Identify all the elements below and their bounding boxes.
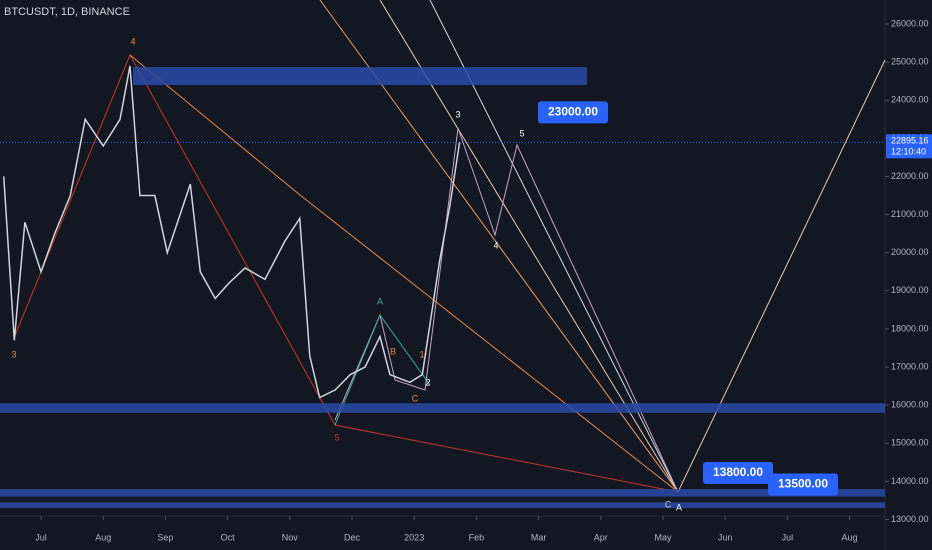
wave-label: 5 <box>334 432 339 442</box>
wave-label: A <box>377 296 383 306</box>
wave-label: 5 <box>519 128 524 138</box>
chart-title: BTCUSDT, 1D, BINANCE <box>4 6 130 18</box>
zone <box>0 489 885 497</box>
x-tick-label: Apr <box>594 532 608 542</box>
x-tick-label: Feb <box>469 532 485 542</box>
target-label: 23000.00 <box>548 105 598 119</box>
wave-label: C <box>665 499 672 509</box>
wave-label: 4 <box>493 240 498 250</box>
x-tick-label: Aug <box>842 532 858 542</box>
y-tick-label: 22000.00 <box>891 171 929 181</box>
zone <box>0 502 885 509</box>
x-tick-label: May <box>654 532 672 542</box>
x-tick-label: 2023 <box>404 532 424 542</box>
x-tick-label: Nov <box>282 532 299 542</box>
target-label: 13800.00 <box>713 465 763 479</box>
wave-label: 4 <box>130 36 135 46</box>
y-tick-label: 13000.00 <box>891 514 929 524</box>
target-box <box>768 473 838 496</box>
target-box <box>538 101 608 124</box>
wave-line <box>334 313 431 426</box>
y-tick-label: 14000.00 <box>891 476 929 486</box>
y-tick-label: 16000.00 <box>891 400 929 410</box>
x-tick-label: Mar <box>531 532 547 542</box>
y-tick-label: 24000.00 <box>891 95 929 105</box>
wave-line <box>13 53 679 493</box>
wave-label: 3 <box>455 109 460 119</box>
zone <box>133 67 587 85</box>
x-tick-label: Dec <box>344 532 361 542</box>
x-tick-label: Jul <box>35 532 47 542</box>
target-label: 13500.00 <box>778 477 828 491</box>
last-price-box <box>886 134 932 159</box>
zone <box>0 403 885 413</box>
y-tick-label: 18000.00 <box>891 323 929 333</box>
y-tick-label: 20000.00 <box>891 247 929 257</box>
wave-label: 2 <box>425 377 430 387</box>
countdown: 12:10:40 <box>891 147 926 157</box>
y-tick-label: 26000.00 <box>891 18 929 28</box>
y-tick-label: 21000.00 <box>891 209 929 219</box>
x-tick-label: Oct <box>221 532 236 542</box>
wave-label: B <box>390 346 396 356</box>
x-tick-label: Jun <box>718 532 733 542</box>
y-tick-label: 17000.00 <box>891 361 929 371</box>
x-tick-label: Jul <box>782 532 794 542</box>
wave-label: 1 <box>419 349 424 359</box>
last-price-label: 22895.16 <box>891 136 929 146</box>
wave-label: A <box>676 502 682 512</box>
price-line <box>2 65 461 399</box>
x-tick-label: Sep <box>157 532 173 542</box>
y-tick-label: 15000.00 <box>891 438 929 448</box>
y-tick-label: 19000.00 <box>891 285 929 295</box>
wave-line <box>129 54 679 493</box>
target-box <box>703 462 773 485</box>
wave-line <box>334 127 679 493</box>
x-tick-label: Aug <box>95 532 111 542</box>
wave-label: C <box>412 393 419 403</box>
y-tick-label: 25000.00 <box>891 57 929 67</box>
wave-label: 3 <box>11 349 16 359</box>
